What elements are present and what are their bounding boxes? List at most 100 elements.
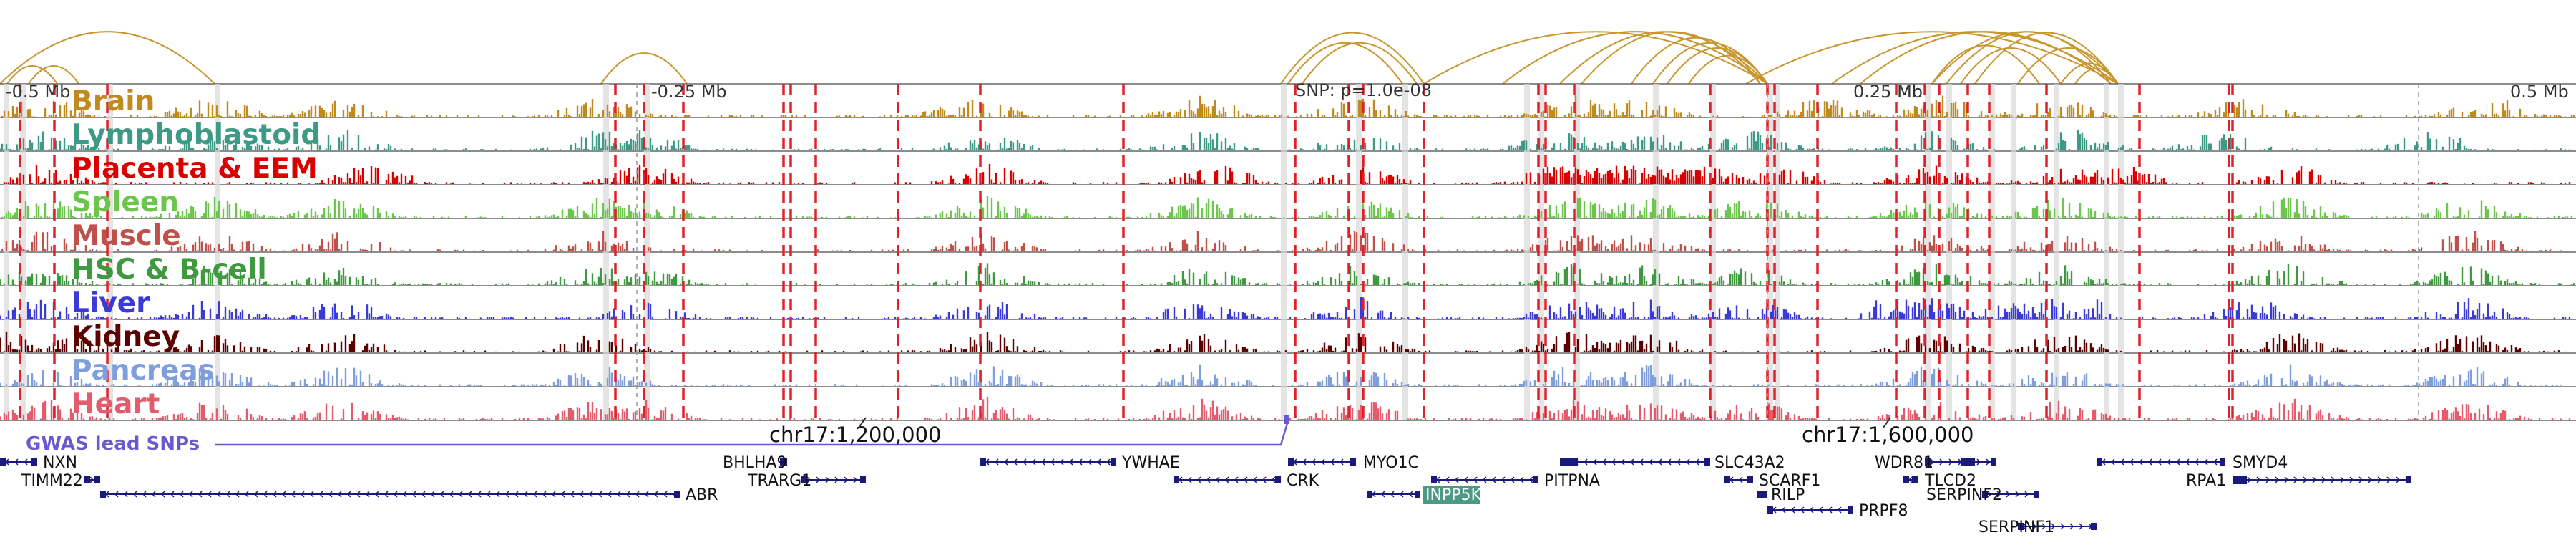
gene-label: SMYD4 — [2233, 454, 2288, 472]
gwas-snp-marker[interactable] — [1284, 415, 1289, 424]
gene-timm22[interactable]: TIMM22 — [21, 472, 100, 490]
track-signal — [1, 231, 2571, 251]
interaction-arc — [1745, 31, 2119, 85]
track-signal — [0, 297, 2571, 319]
gene-rilp[interactable]: RILP — [1757, 486, 1805, 504]
snp-highlight-column — [1989, 84, 1995, 420]
snp-highlight-column — [20, 84, 26, 420]
interaction-arc — [1931, 44, 2040, 85]
scale-mid-left-label: -0.25 Mb — [651, 82, 727, 102]
interaction-arc — [600, 52, 688, 85]
interaction-arc — [1960, 47, 2062, 85]
gene-label: YWHAE — [1121, 454, 1180, 472]
gene-label: INPP5K — [1425, 486, 1481, 504]
gene-scarf1[interactable]: SCARF1 — [1724, 472, 1820, 490]
snp-highlight-column — [215, 84, 220, 420]
gene-smyd4[interactable]: SMYD4 — [2097, 454, 2288, 472]
gene-serpinf2[interactable]: SERPINF2 — [1926, 486, 2039, 504]
exon-block — [1961, 458, 1975, 466]
gene-pitpna[interactable]: PITPNA — [1431, 472, 1600, 490]
gwas-connector — [215, 420, 1289, 446]
snp-highlight-column — [1538, 84, 1544, 420]
interaction-arc — [1423, 31, 1768, 85]
snp-highlight-column — [603, 84, 609, 420]
gene-label: RILP — [1771, 486, 1805, 504]
scale-mid-right-label: 0.25 Mb — [1853, 82, 1923, 102]
gene-label: TLCD2 — [1924, 472, 1976, 490]
interaction-arc — [2017, 47, 2119, 85]
track-signal — [0, 364, 2562, 386]
gene-abr[interactable]: ABR — [100, 486, 718, 504]
interaction-arc — [1280, 32, 1425, 85]
interaction-arcs — [0, 31, 2119, 85]
snp-pvalue-label: SNP: p=1.0e-08 — [1295, 80, 1432, 100]
tissue-tracks — [0, 83, 2576, 421]
gene-serpinf1[interactable]: SERPINF1 — [1979, 519, 2097, 536]
snp-highlight-column — [1356, 84, 1362, 420]
gene-label: NXN — [43, 454, 77, 472]
gene-slc43a2[interactable]: SLC43A2 — [1560, 454, 1785, 472]
snp-highlight-column — [2011, 84, 2016, 420]
scale-left-label: -0.5 Mb — [6, 82, 70, 102]
gene-label: PRPF8 — [1859, 502, 1908, 520]
exon-block — [1560, 458, 1578, 466]
track-label: HSC & B-cell — [72, 254, 267, 286]
gene-inpp5k[interactable]: INPP5K — [1367, 486, 1481, 504]
gene-tlcd2[interactable]: TLCD2 — [1903, 472, 1976, 490]
gene-label: RPA1 — [2186, 472, 2226, 490]
snp-highlight-column — [1653, 84, 1659, 420]
interaction-arc — [6, 65, 58, 85]
gene-crk[interactable]: CRK — [1174, 472, 1319, 490]
gene-label: BHLHA9 — [723, 454, 786, 472]
snp-highlight-column — [1946, 84, 1952, 420]
gene-label: SERPINF2 — [1926, 486, 2002, 504]
gene-rpa1[interactable]: RPA1 — [2186, 472, 2411, 490]
snp-highlight-column — [2118, 84, 2124, 420]
gene-label: TIMM22 — [21, 472, 83, 490]
snp-highlight-column — [4, 84, 9, 420]
interaction-arc — [0, 31, 215, 85]
gene-trarg1[interactable]: TRARG1 — [747, 472, 866, 490]
interaction-arc — [1581, 31, 1761, 85]
gene-ywhae[interactable]: YWHAE — [980, 454, 1180, 472]
coordinate-left: chr17:1,200,000 — [769, 423, 942, 447]
snp-highlight-column — [2104, 84, 2109, 420]
track-label: Lymphoblastoid — [72, 119, 321, 151]
exon-block — [2233, 476, 2247, 484]
track-label: Brain — [72, 85, 155, 117]
gene-prpf8[interactable]: PRPF8 — [1767, 502, 1908, 520]
track-label: Liver — [72, 287, 150, 319]
gene-label: SERPINF1 — [1979, 519, 2054, 536]
scale-right-label: 0.5 Mb — [2510, 82, 2569, 102]
snp-highlight-column — [1524, 84, 1530, 420]
snp-highlight-column — [644, 84, 650, 420]
snp-highlight-column — [1925, 84, 1931, 420]
gene-wdr81[interactable]: WDR81 — [1875, 454, 1996, 472]
track-signal — [1, 196, 2573, 218]
gene-nxn[interactable]: NXN — [0, 454, 77, 472]
gene-label: CRK — [1287, 472, 1319, 490]
gene-label: ABR — [686, 486, 718, 504]
interaction-arc — [1931, 31, 2119, 85]
snp-highlight-column — [1710, 84, 1716, 420]
gene-bhlha9[interactable]: BHLHA9 — [723, 454, 787, 472]
snp-highlight-column — [1574, 84, 1580, 420]
interaction-arc — [28, 65, 79, 85]
interaction-arc — [1688, 54, 1768, 85]
snp-highlight-column — [1767, 84, 1773, 420]
interaction-arc — [2074, 67, 2119, 85]
track-signal — [3, 163, 2571, 184]
interaction-arc — [1631, 37, 1761, 85]
snp-guide-lines — [19, 84, 2419, 420]
gene-highlight — [1423, 486, 1480, 504]
snp-highlight-column — [107, 84, 113, 420]
interaction-arc — [1502, 31, 1768, 85]
gene-myo1c[interactable]: MYO1C — [1288, 454, 1419, 472]
track-label: Muscle — [72, 220, 181, 252]
track-label: Kidney — [72, 321, 180, 353]
snp-highlight-column — [1281, 84, 1287, 420]
gene-label: MYO1C — [1363, 454, 1419, 472]
